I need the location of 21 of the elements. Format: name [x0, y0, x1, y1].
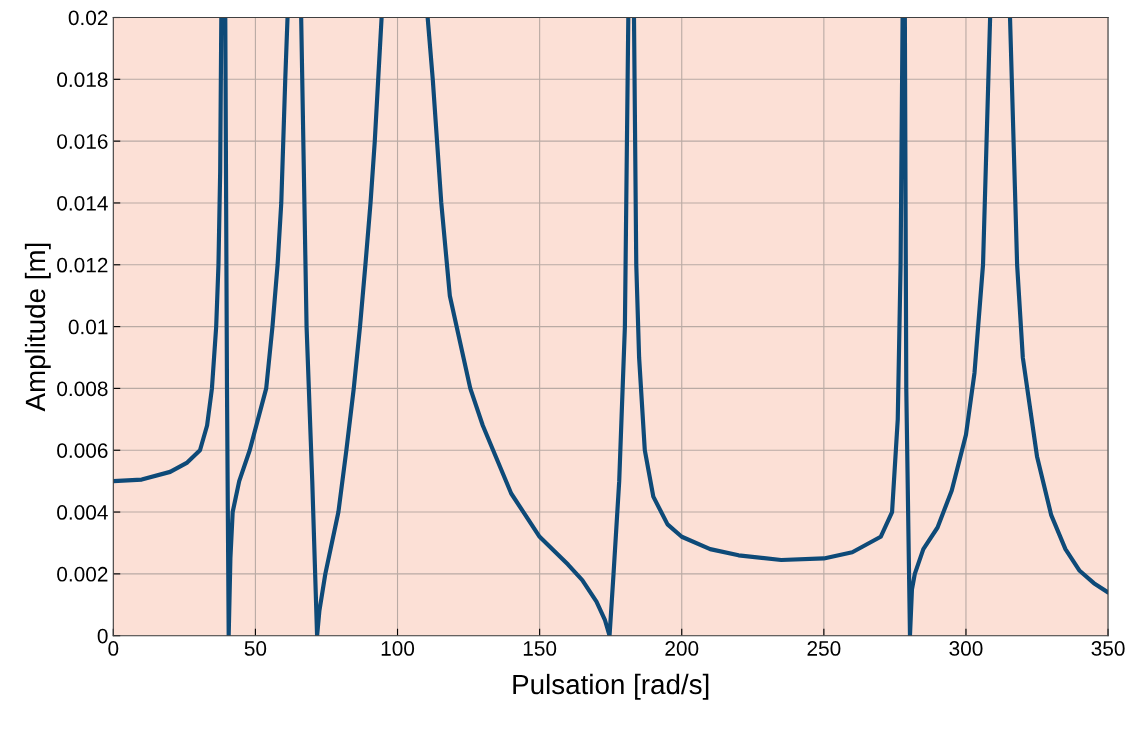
y-tick-label: 0.004 [57, 505, 108, 520]
x-tick-label: 250 [807, 641, 841, 656]
y-axis-title: Amplitude [m] [24, 243, 51, 412]
y-tick-label: 0.014 [57, 195, 108, 211]
x-tick-label: 0 [108, 641, 119, 656]
y-tick-label: 0.008 [57, 381, 108, 397]
y-tick-label: 0.018 [57, 72, 108, 88]
x-tick-label: 200 [665, 641, 699, 656]
y-tick-label: 0.01 [68, 319, 108, 335]
y-tick-label: 0.02 [68, 10, 108, 26]
x-tick-label: 50 [244, 641, 267, 656]
y-tick-label: 0.006 [57, 443, 108, 458]
y-tick-label: 0 [97, 628, 108, 644]
x-tick-label: 150 [523, 641, 557, 656]
y-tick-label: 0.016 [57, 134, 108, 149]
x-tick-label: 350 [1091, 641, 1125, 656]
x-axis-title: Pulsation [rad/s] [513, 673, 709, 700]
y-tick-label: 0.002 [57, 566, 108, 582]
y-tick-label: 0.012 [57, 257, 108, 273]
x-tick-label: 100 [381, 641, 415, 656]
x-tick-label: 300 [949, 641, 983, 656]
